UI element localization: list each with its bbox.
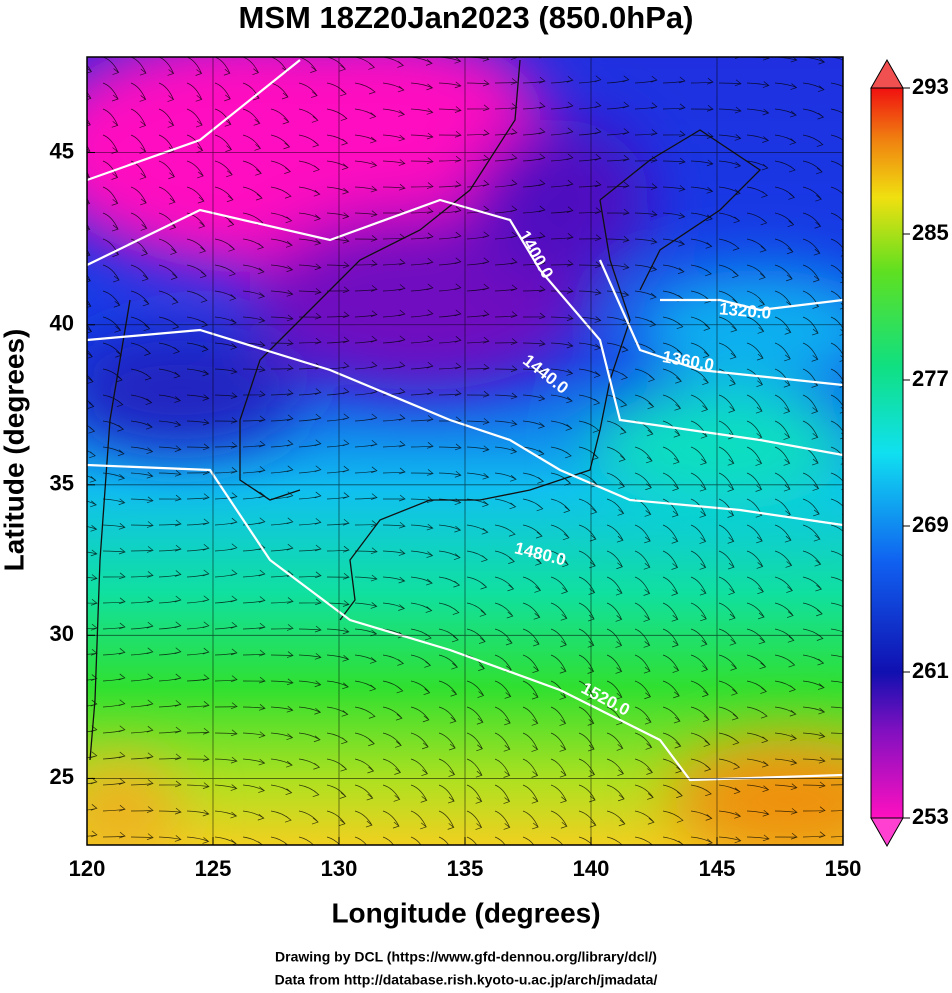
- x-tick-label: 135: [447, 856, 484, 881]
- footer-line: Drawing by DCL (https://www.gfd-dennou.o…: [275, 949, 657, 965]
- y-tick-label: 30: [50, 621, 74, 646]
- colorbar-tick-label: 269: [912, 512, 949, 537]
- title: MSM 18Z20Jan2023 (850.0hPa): [239, 0, 694, 35]
- y-tick-label: 25: [50, 764, 74, 789]
- x-tick-label: 140: [573, 856, 610, 881]
- y-tick-label: 35: [50, 471, 74, 496]
- x-tick-label: 130: [321, 856, 358, 881]
- x-tick-label: 125: [195, 856, 232, 881]
- map-field: [87, 57, 843, 845]
- colorbar-tick-label: 277: [912, 366, 949, 391]
- x-tick-label: 150: [825, 856, 862, 881]
- colorbar-tick-label: 253: [912, 804, 949, 829]
- colorbar-tick-label: 293: [912, 74, 949, 99]
- y-tick-label: 45: [50, 138, 74, 163]
- x-tick-label: 145: [699, 856, 736, 881]
- colorbar-tick-label: 261: [912, 658, 949, 683]
- colorbar-tick-label: 285: [912, 220, 949, 245]
- colorbar: [870, 87, 904, 819]
- y-tick-label: 40: [50, 311, 74, 336]
- x-tick-label: 120: [69, 856, 106, 881]
- contour-label: 1320.0: [718, 299, 771, 322]
- y-axis-label: Latitude (degrees): [0, 329, 29, 572]
- footer-line: Data from http://database.rish.kyoto-u.a…: [275, 972, 658, 988]
- x-axis-label: Longitude (degrees): [331, 897, 600, 928]
